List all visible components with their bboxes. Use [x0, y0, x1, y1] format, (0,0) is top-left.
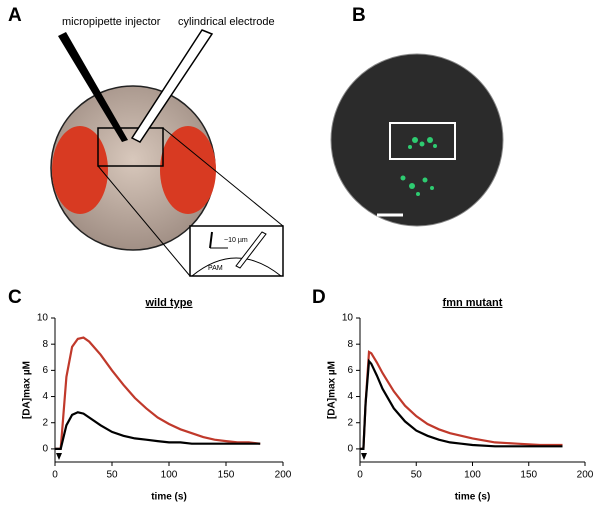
panel-label: A [8, 5, 22, 26]
y-tick-label: 8 [347, 339, 353, 350]
y-axis-label: [DA]max µM [327, 361, 338, 419]
chart-title: wild type [144, 297, 192, 309]
x-tick-label: 150 [218, 470, 235, 481]
inset-injector [209, 231, 213, 249]
zoom-line [97, 165, 191, 277]
y-tick-label: 4 [347, 391, 353, 402]
inset-electrode [235, 231, 267, 269]
y-tick-label: 8 [42, 339, 48, 350]
y-tick-label: 10 [37, 313, 49, 324]
y-tick-label: 2 [42, 417, 48, 428]
x-tick-label: 50 [106, 470, 118, 481]
y-axis-label: [DA]max µM [22, 361, 33, 419]
x-tick-label: 150 [520, 470, 537, 481]
pam-outline [191, 257, 282, 277]
data-line [360, 358, 563, 450]
x-tick-label: 0 [52, 470, 58, 481]
y-tick-label: 4 [42, 391, 48, 402]
x-tick-label: 200 [275, 470, 292, 481]
panel-label: D [312, 287, 326, 308]
data-line [360, 350, 563, 450]
x-axis-label: time (s) [151, 492, 187, 503]
data-line [55, 336, 261, 450]
y-tick-label: 10 [342, 313, 354, 324]
zoom-box [97, 127, 164, 167]
stimulus-arrow [361, 453, 367, 460]
injector [58, 32, 128, 142]
zoom-line [162, 127, 284, 227]
chart-title: fmn mutant [443, 297, 503, 309]
panel-label: B [352, 5, 366, 26]
x-tick-label: 100 [464, 470, 481, 481]
x-tick-label: 100 [161, 470, 178, 481]
fluorescence [400, 137, 437, 196]
electrode-label: cylindrical electrode [178, 16, 275, 28]
x-tick-label: 200 [577, 470, 594, 481]
roi-box [389, 122, 456, 160]
right-eye [160, 126, 216, 214]
x-axis-label: time (s) [455, 492, 491, 503]
left-eye [52, 126, 108, 214]
x-tick-label: 0 [357, 470, 363, 481]
injector-label: micropipette injector [62, 16, 161, 28]
y-tick-label: 0 [347, 444, 353, 455]
stimulus-arrow [56, 453, 62, 460]
region-label: PAM [208, 265, 223, 272]
x-tick-label: 50 [411, 470, 423, 481]
y-tick-label: 6 [347, 365, 353, 376]
data-line [55, 411, 261, 450]
y-tick-label: 2 [347, 417, 353, 428]
y-tick-label: 0 [42, 444, 48, 455]
electrode [130, 29, 214, 143]
y-tick-label: 6 [42, 365, 48, 376]
panel-label: C [8, 287, 22, 308]
distance-label: ~10 µm [224, 237, 248, 244]
inset [189, 225, 284, 277]
